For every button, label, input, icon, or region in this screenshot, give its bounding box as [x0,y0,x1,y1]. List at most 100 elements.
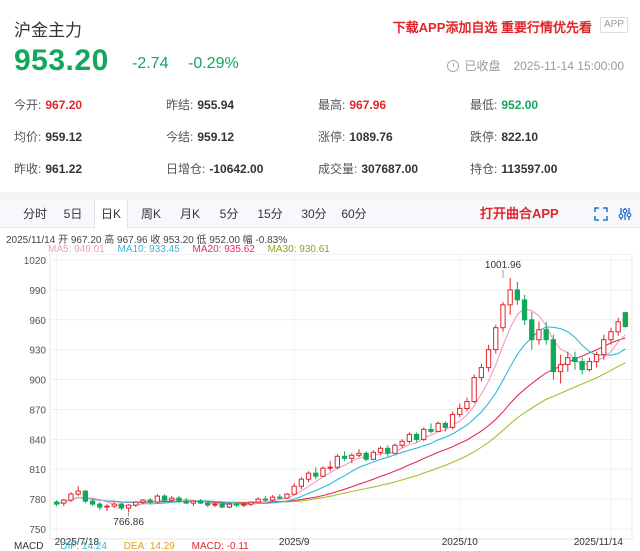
candle-body [241,503,247,506]
tab-5[interactable]: 5分 [219,207,239,221]
stat-label: 昨结: [166,98,194,112]
candle-body [399,440,405,446]
candle-body [140,499,146,503]
kline-chart[interactable]: 1020 990 960 930 900 870 840 810 780 750 2025/7/18… [0,254,640,551]
candle-body [305,472,312,480]
candle-body [565,357,571,366]
y-tick-label: 870 [29,405,46,416]
candle-body [89,500,96,505]
price-change: -2.74 [132,55,169,72]
stat-item: 均价: 959.12 [14,128,82,145]
candle-body [500,304,506,329]
candle-body [622,312,629,327]
candle-body [75,490,81,495]
candle-body [478,367,485,379]
ma-legend: MA5: 949.01 MA10: 933.45 MA20: 935.62 MA… [48,244,340,255]
stat-label: 跌停: [470,130,498,144]
x-tick-label: 2025/9 [279,537,310,548]
stat-value: 113597.00 [501,162,558,176]
x-tick-label: 2025/7/18 [55,537,100,548]
stat-label: 均价: [14,130,42,144]
tab-1[interactable]: 5日 [63,207,83,221]
quote-stats-grid: 今开: 967.20 昨结: 955.94 最高: 967.96 最低: 952.00 均价: 9… [0,88,640,184]
stat-label: 涨停: [318,130,346,144]
candle-body [298,478,305,487]
ma30-line [56,362,626,505]
candle-body [125,504,132,509]
candle-body [327,466,333,469]
candle-body [557,364,564,373]
candle-body [370,451,377,460]
stat-item: 昨收: 961.22 [14,160,82,177]
candle-body [255,498,261,503]
candle-body [406,433,413,442]
open-app-link[interactable]: 打开曲合APP [480,206,559,221]
candle-body [277,496,283,499]
ma30-legend: MA30: 930.61 [267,244,330,255]
stat-value: 967.96 [349,98,387,112]
price-change-pct: -0.29% [188,55,239,72]
tab-2[interactable]: 日K [94,200,128,229]
candle-body [493,327,499,351]
candle-body [586,361,593,371]
candle-body [313,472,319,477]
stat-item: 昨结: 955.94 [166,96,234,113]
tab-7[interactable]: 30分 [301,207,327,221]
candle-body [334,455,341,468]
candle-body [377,447,384,453]
candle-body [536,329,542,341]
candle-body [601,339,607,356]
tab-6[interactable]: 15分 [257,207,283,221]
candle-body [61,499,67,504]
tab-4[interactable]: 月K [179,207,200,221]
stat-label: 昨收: [14,162,42,176]
candle-body [485,349,492,369]
x-tick-label: 2025/11/14 [574,537,624,548]
tab-0[interactable]: 分时 [22,207,47,221]
candle-body [219,503,225,508]
fullscreen-icon[interactable] [594,207,608,221]
app-badge[interactable]: APP [599,17,628,33]
y-tick-label: 780 [29,495,46,506]
status-text: 已收盘 [464,59,501,73]
stat-value: 307687.00 [361,162,419,176]
y-tick-label: 930 [29,346,46,357]
stat-item: 今结: 959.12 [166,128,234,145]
candle-body [169,497,175,501]
candle-body [320,467,326,477]
macd-title: MACD [14,541,44,551]
stat-value: -10642.00 [209,162,264,176]
candle-body [356,452,362,456]
macd-value: MACD: -0.11 [191,541,249,551]
ma5-legend: MA5: 949.01 [48,244,105,255]
stat-value: 959.12 [197,130,235,144]
stat-label: 今结: [166,130,194,144]
candle-body [291,485,297,495]
ma5-line [56,307,626,507]
candle-body [104,505,110,508]
macd-dea: DEA: 14.29 [123,541,175,551]
x-tick-label: 2025/10 [442,537,479,548]
tab-8[interactable]: 60分 [341,207,367,221]
candle-body [385,447,391,454]
candle-body [82,490,88,502]
status-datetime: 2025-11-14 15:00:00 [513,58,624,73]
stat-value: 955.94 [197,98,235,112]
candle-body [212,503,218,506]
clock-icon [447,59,460,72]
last-price: 953.20 [14,44,109,77]
candle-body [471,377,477,402]
settings-icon[interactable] [618,207,632,221]
candle-body [392,444,398,454]
candle-body [457,407,463,415]
download-app-link[interactable]: 下载APP添加自选 重要行情优先看 [392,20,592,35]
y-tick-label: 840 [29,435,46,446]
candle-body [507,289,513,306]
tab-3[interactable]: 周K [140,207,161,221]
stat-value: 952.00 [501,98,539,112]
ma10-legend: MA10: 933.45 [117,244,180,255]
annotation-label: 1001.96 [485,260,522,271]
candle-body [363,452,369,460]
candle-body [111,503,117,507]
candle-body [464,401,470,409]
